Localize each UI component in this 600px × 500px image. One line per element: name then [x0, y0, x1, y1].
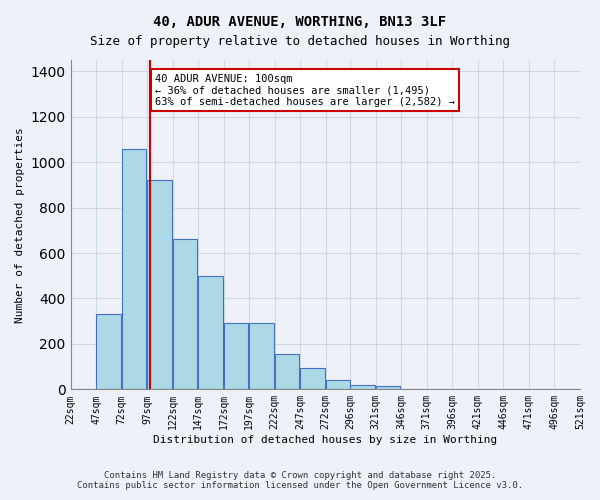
- Bar: [249, 324, 274, 390]
- Y-axis label: Number of detached properties: Number of detached properties: [15, 127, 25, 322]
- X-axis label: Distribution of detached houses by size in Worthing: Distribution of detached houses by size …: [153, 435, 497, 445]
- Bar: [122, 148, 146, 390]
- Bar: [300, 368, 325, 390]
- Bar: [147, 180, 172, 390]
- Bar: [350, 385, 375, 390]
- Text: Size of property relative to detached houses in Worthing: Size of property relative to detached ho…: [90, 35, 510, 48]
- Bar: [224, 324, 248, 390]
- Text: 40 ADUR AVENUE: 100sqm
← 36% of detached houses are smaller (1,495)
63% of semi-: 40 ADUR AVENUE: 100sqm ← 36% of detached…: [155, 74, 455, 107]
- Bar: [376, 386, 400, 390]
- Bar: [198, 276, 223, 390]
- Text: Contains HM Land Registry data © Crown copyright and database right 2025.
Contai: Contains HM Land Registry data © Crown c…: [77, 470, 523, 490]
- Text: 40, ADUR AVENUE, WORTHING, BN13 3LF: 40, ADUR AVENUE, WORTHING, BN13 3LF: [154, 15, 446, 29]
- Bar: [326, 380, 350, 390]
- Bar: [275, 354, 299, 390]
- Bar: [96, 314, 121, 390]
- Bar: [173, 240, 197, 390]
